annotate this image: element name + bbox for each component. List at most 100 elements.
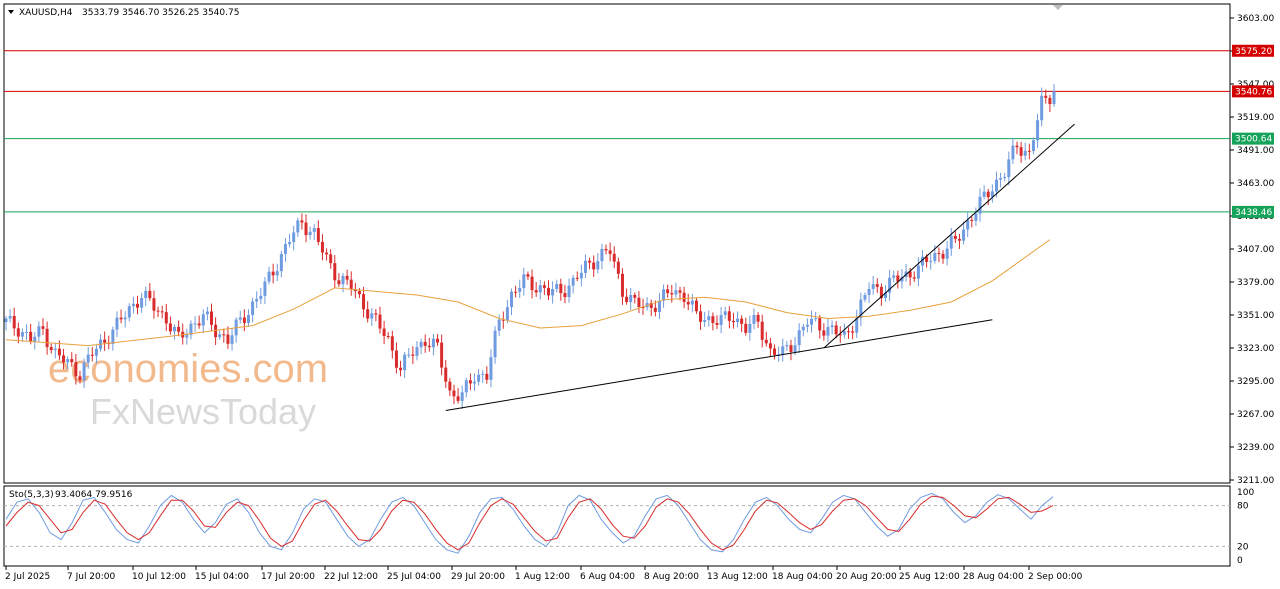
candle-body bbox=[259, 295, 263, 299]
candle-body bbox=[583, 260, 587, 273]
candle-body bbox=[970, 219, 974, 221]
candle-body bbox=[349, 279, 353, 290]
candle-body bbox=[452, 390, 456, 397]
y-tick-label: 3547.00 bbox=[1237, 80, 1274, 90]
x-tick-label: 15 Jul 04:00 bbox=[195, 572, 249, 582]
candle-body bbox=[477, 374, 481, 382]
candle-body bbox=[255, 298, 259, 302]
candle-body bbox=[136, 303, 140, 308]
candle-body bbox=[1040, 95, 1044, 121]
candle-body bbox=[267, 271, 271, 282]
candle-body bbox=[937, 253, 941, 255]
candle-body bbox=[703, 319, 707, 322]
candle-body bbox=[986, 191, 990, 198]
candle-body bbox=[847, 331, 851, 333]
y-tick-label: 3379.00 bbox=[1237, 278, 1274, 288]
stoch-main-line bbox=[5, 492, 1054, 554]
symbol-dropdown-icon[interactable] bbox=[8, 10, 14, 14]
x-tick-label: 7 Jul 20:00 bbox=[67, 572, 116, 582]
candle-body bbox=[912, 277, 916, 279]
candle-body bbox=[941, 253, 945, 259]
candle-body bbox=[707, 316, 711, 320]
candle-body bbox=[678, 290, 682, 293]
candle-body bbox=[666, 289, 670, 294]
candle-body bbox=[41, 326, 45, 329]
level-label: 3575.20 bbox=[1235, 47, 1272, 57]
candle-body bbox=[855, 318, 859, 333]
moving-average-line bbox=[5, 239, 1051, 347]
candle-body bbox=[760, 321, 764, 340]
candle-body bbox=[131, 303, 135, 307]
candle-body bbox=[945, 248, 949, 259]
x-tick-label: 20 Aug 20:00 bbox=[836, 572, 897, 582]
candle-body bbox=[559, 283, 563, 294]
candle-body bbox=[296, 220, 300, 233]
candle-body bbox=[173, 326, 177, 332]
candle-body bbox=[94, 348, 98, 356]
candle-body bbox=[625, 296, 629, 303]
candle-body bbox=[82, 362, 86, 381]
candle-body bbox=[715, 322, 719, 325]
candle-body bbox=[883, 292, 887, 299]
candle-body bbox=[670, 293, 674, 295]
candle-body bbox=[731, 320, 735, 323]
candle-body bbox=[271, 271, 275, 276]
candle-body bbox=[66, 359, 70, 363]
candle-body bbox=[596, 261, 600, 270]
candle-body bbox=[773, 348, 777, 355]
candle-body bbox=[818, 318, 822, 331]
candle-body bbox=[90, 354, 94, 356]
candle-body bbox=[193, 323, 197, 325]
candle-body bbox=[929, 260, 933, 262]
candle-body bbox=[859, 299, 863, 319]
collapse-arrow-icon[interactable] bbox=[1053, 5, 1063, 10]
x-tick-label: 25 Aug 12:00 bbox=[899, 572, 960, 582]
candle-body bbox=[345, 275, 349, 280]
candle-body bbox=[431, 338, 435, 348]
candle-body bbox=[867, 288, 871, 296]
x-tick-label: 18 Aug 04:00 bbox=[772, 572, 833, 582]
candle-body bbox=[662, 289, 666, 301]
candle-body bbox=[62, 355, 66, 363]
candle-body bbox=[246, 315, 250, 323]
stoch-signal-line bbox=[5, 495, 1054, 551]
trendline[interactable] bbox=[823, 123, 1075, 349]
candle-body bbox=[538, 285, 542, 293]
candle-body bbox=[140, 298, 144, 308]
y-tick-label: 3239.00 bbox=[1237, 443, 1274, 453]
candle-body bbox=[444, 367, 448, 382]
candle-body bbox=[275, 271, 279, 276]
candle-body bbox=[830, 325, 834, 328]
candle-body bbox=[686, 301, 690, 305]
candle-body bbox=[530, 276, 534, 291]
candle-body bbox=[616, 261, 620, 274]
candle-body bbox=[851, 331, 855, 333]
candle-body bbox=[251, 301, 255, 316]
candle-body bbox=[440, 342, 444, 368]
x-tick-label: 10 Jul 12:00 bbox=[132, 572, 186, 582]
x-tick-label: 17 Jul 20:00 bbox=[261, 572, 315, 582]
candle-body bbox=[460, 392, 464, 401]
candle-body bbox=[588, 260, 592, 263]
candle-body bbox=[49, 347, 53, 351]
candle-body bbox=[74, 362, 78, 377]
candle-body bbox=[1003, 177, 1007, 179]
candle-body bbox=[411, 354, 415, 356]
candle-body bbox=[514, 291, 518, 293]
candle-body bbox=[1052, 91, 1056, 105]
candle-body bbox=[1048, 97, 1052, 105]
candle-body bbox=[826, 327, 830, 336]
candle-body bbox=[908, 271, 912, 278]
y-tick-label: 3491.00 bbox=[1237, 146, 1274, 156]
candle-body bbox=[768, 343, 772, 349]
candle-body bbox=[653, 307, 657, 312]
level-tag bbox=[1232, 85, 1274, 98]
candle-body bbox=[727, 311, 731, 321]
candle-body bbox=[53, 348, 57, 351]
y-tick-label: 3211.00 bbox=[1237, 476, 1274, 486]
candle-body bbox=[78, 376, 82, 381]
trendline[interactable] bbox=[445, 319, 993, 411]
candle-body bbox=[4, 318, 8, 323]
candle-body bbox=[399, 367, 403, 371]
